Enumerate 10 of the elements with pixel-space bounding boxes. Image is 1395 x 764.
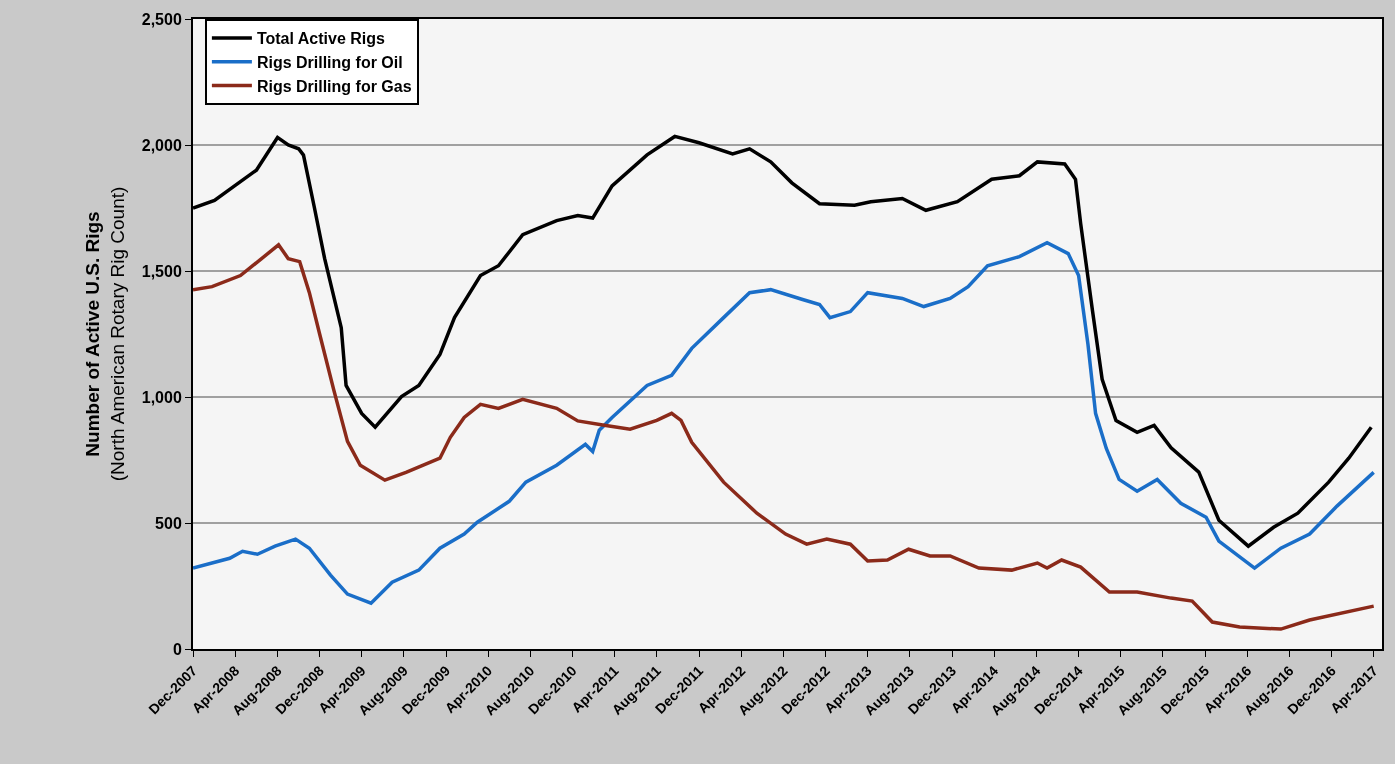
y-tick-label: 1,000 xyxy=(141,388,182,406)
y-axis-title: Number of Active U.S. Rigs (North American Rotary Rig Count) xyxy=(82,186,129,482)
y-tick-label: 1,500 xyxy=(141,262,182,280)
y-tick-label: 2,000 xyxy=(141,136,182,154)
legend-label: Rigs Drilling for Oil xyxy=(256,53,403,71)
y-tick-label: 500 xyxy=(155,514,182,532)
legend-label: Total Active Rigs xyxy=(256,30,386,48)
y-tick-label: 0 xyxy=(172,640,182,658)
y-tick-label: 2,500 xyxy=(141,10,182,28)
legend-label: Rigs Drilling for Gas xyxy=(256,77,412,95)
